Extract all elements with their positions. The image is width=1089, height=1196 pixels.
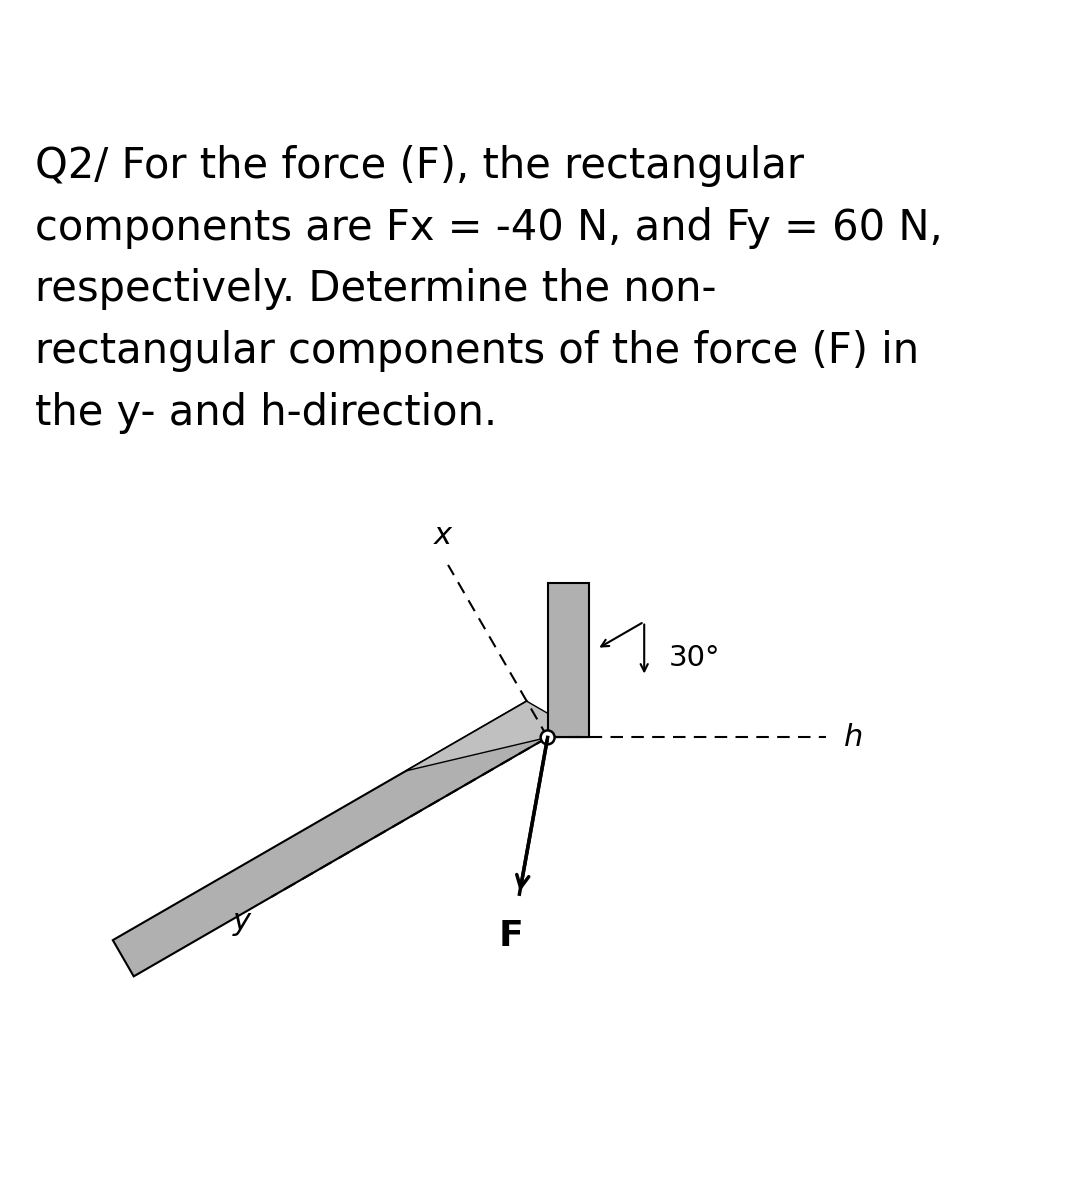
Text: 30°: 30° bbox=[669, 643, 721, 671]
Text: the y- and h-direction.: the y- and h-direction. bbox=[35, 392, 497, 434]
Text: h: h bbox=[844, 722, 864, 752]
Text: rectangular components of the force (F) in: rectangular components of the force (F) … bbox=[35, 330, 919, 372]
Polygon shape bbox=[548, 584, 589, 738]
Text: y: y bbox=[233, 907, 250, 935]
Polygon shape bbox=[406, 701, 589, 771]
Circle shape bbox=[540, 731, 554, 744]
Text: F: F bbox=[499, 919, 524, 953]
Text: components are Fx = -40 N, and Fy = 60 N,: components are Fx = -40 N, and Fy = 60 N… bbox=[35, 207, 943, 249]
Text: x: x bbox=[435, 521, 452, 550]
Text: respectively. Determine the non-: respectively. Determine the non- bbox=[35, 268, 717, 311]
Text: Q2/ For the force (F), the rectangular: Q2/ For the force (F), the rectangular bbox=[35, 145, 804, 187]
Polygon shape bbox=[113, 701, 548, 976]
